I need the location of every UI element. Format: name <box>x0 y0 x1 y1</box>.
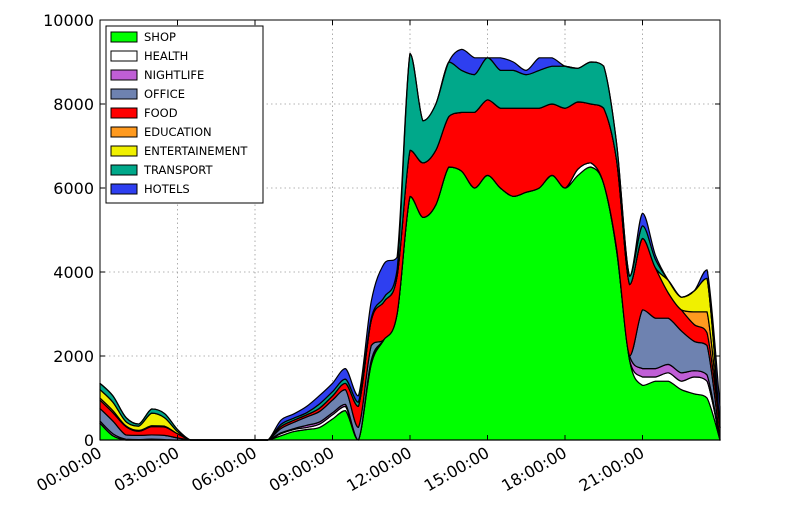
legend-swatch-health <box>110 50 138 62</box>
legend-swatch-education <box>110 126 138 138</box>
legend-label-hotels: HOTELS <box>144 182 190 196</box>
legend-label-transport: TRANSPORT <box>143 163 213 177</box>
legend-label-health: HEALTH <box>144 49 188 63</box>
legend-swatch-office <box>110 88 138 100</box>
legend-swatch-food <box>110 107 138 119</box>
legend-swatch-transport <box>110 164 138 176</box>
y-tick-label: 2000 <box>53 347 94 366</box>
legend-label-food: FOOD <box>144 106 178 120</box>
legend-swatch-nightlife <box>110 69 138 81</box>
y-tick-label: 10000 <box>43 11 94 30</box>
legend-label-education: EDUCATION <box>144 125 212 139</box>
legend-label-nightlife: NIGHTLIFE <box>144 68 204 82</box>
y-tick-label: 0 <box>84 431 94 450</box>
legend-label-office: OFFICE <box>144 87 185 101</box>
legend-swatch-hotels <box>110 183 138 195</box>
y-tick-label: 4000 <box>53 263 94 282</box>
legend-label-shop: SHOP <box>144 30 176 44</box>
y-tick-label: 8000 <box>53 95 94 114</box>
legend-swatch-entertainement <box>110 145 138 157</box>
legend-label-entertainement: ENTERTAINEMENT <box>144 144 248 158</box>
legend-swatch-shop <box>110 31 138 43</box>
legend: SHOP HEALTH NIGHTLIFE OFFICE FOOD EDUCATION EN… <box>105 25 264 204</box>
y-tick-label: 6000 <box>53 179 94 198</box>
